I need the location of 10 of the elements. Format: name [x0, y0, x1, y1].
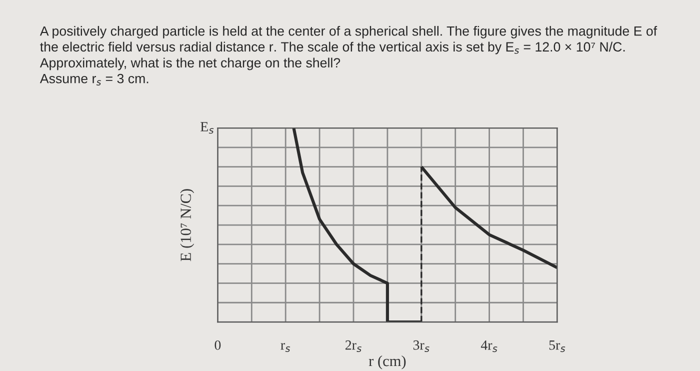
x-tick-label: 2r$_{s}$ [346, 340, 362, 352]
x-tick-label: r$_{s}$ [280, 343, 290, 352]
x-tick-label: 3r$_{s}$ [413, 340, 430, 352]
y-axis-title: E (10⁷ N/C) [180, 189, 194, 262]
text: E$_{s}$ [200, 122, 214, 134]
x-tick-label: 0 [214, 340, 221, 350]
x-tick-label: 4r$_{s}$ [480, 340, 498, 352]
chart-title: A positively charged particle is held at the center of a spherical shell. The figure gives the magnitude E of the electric field versus radial distance r. The scale of the vertical axis is set by E$_{s}$ = 12.0 × 10⁷ N/C. Approximately, what is the net charge on the shell? Assume r$_{s}$ = 3 cm. [40, 26, 658, 86]
x-tick-label: 5r$_{s}$ [549, 340, 566, 352]
x-axis-title: r (cm) [368, 355, 406, 370]
